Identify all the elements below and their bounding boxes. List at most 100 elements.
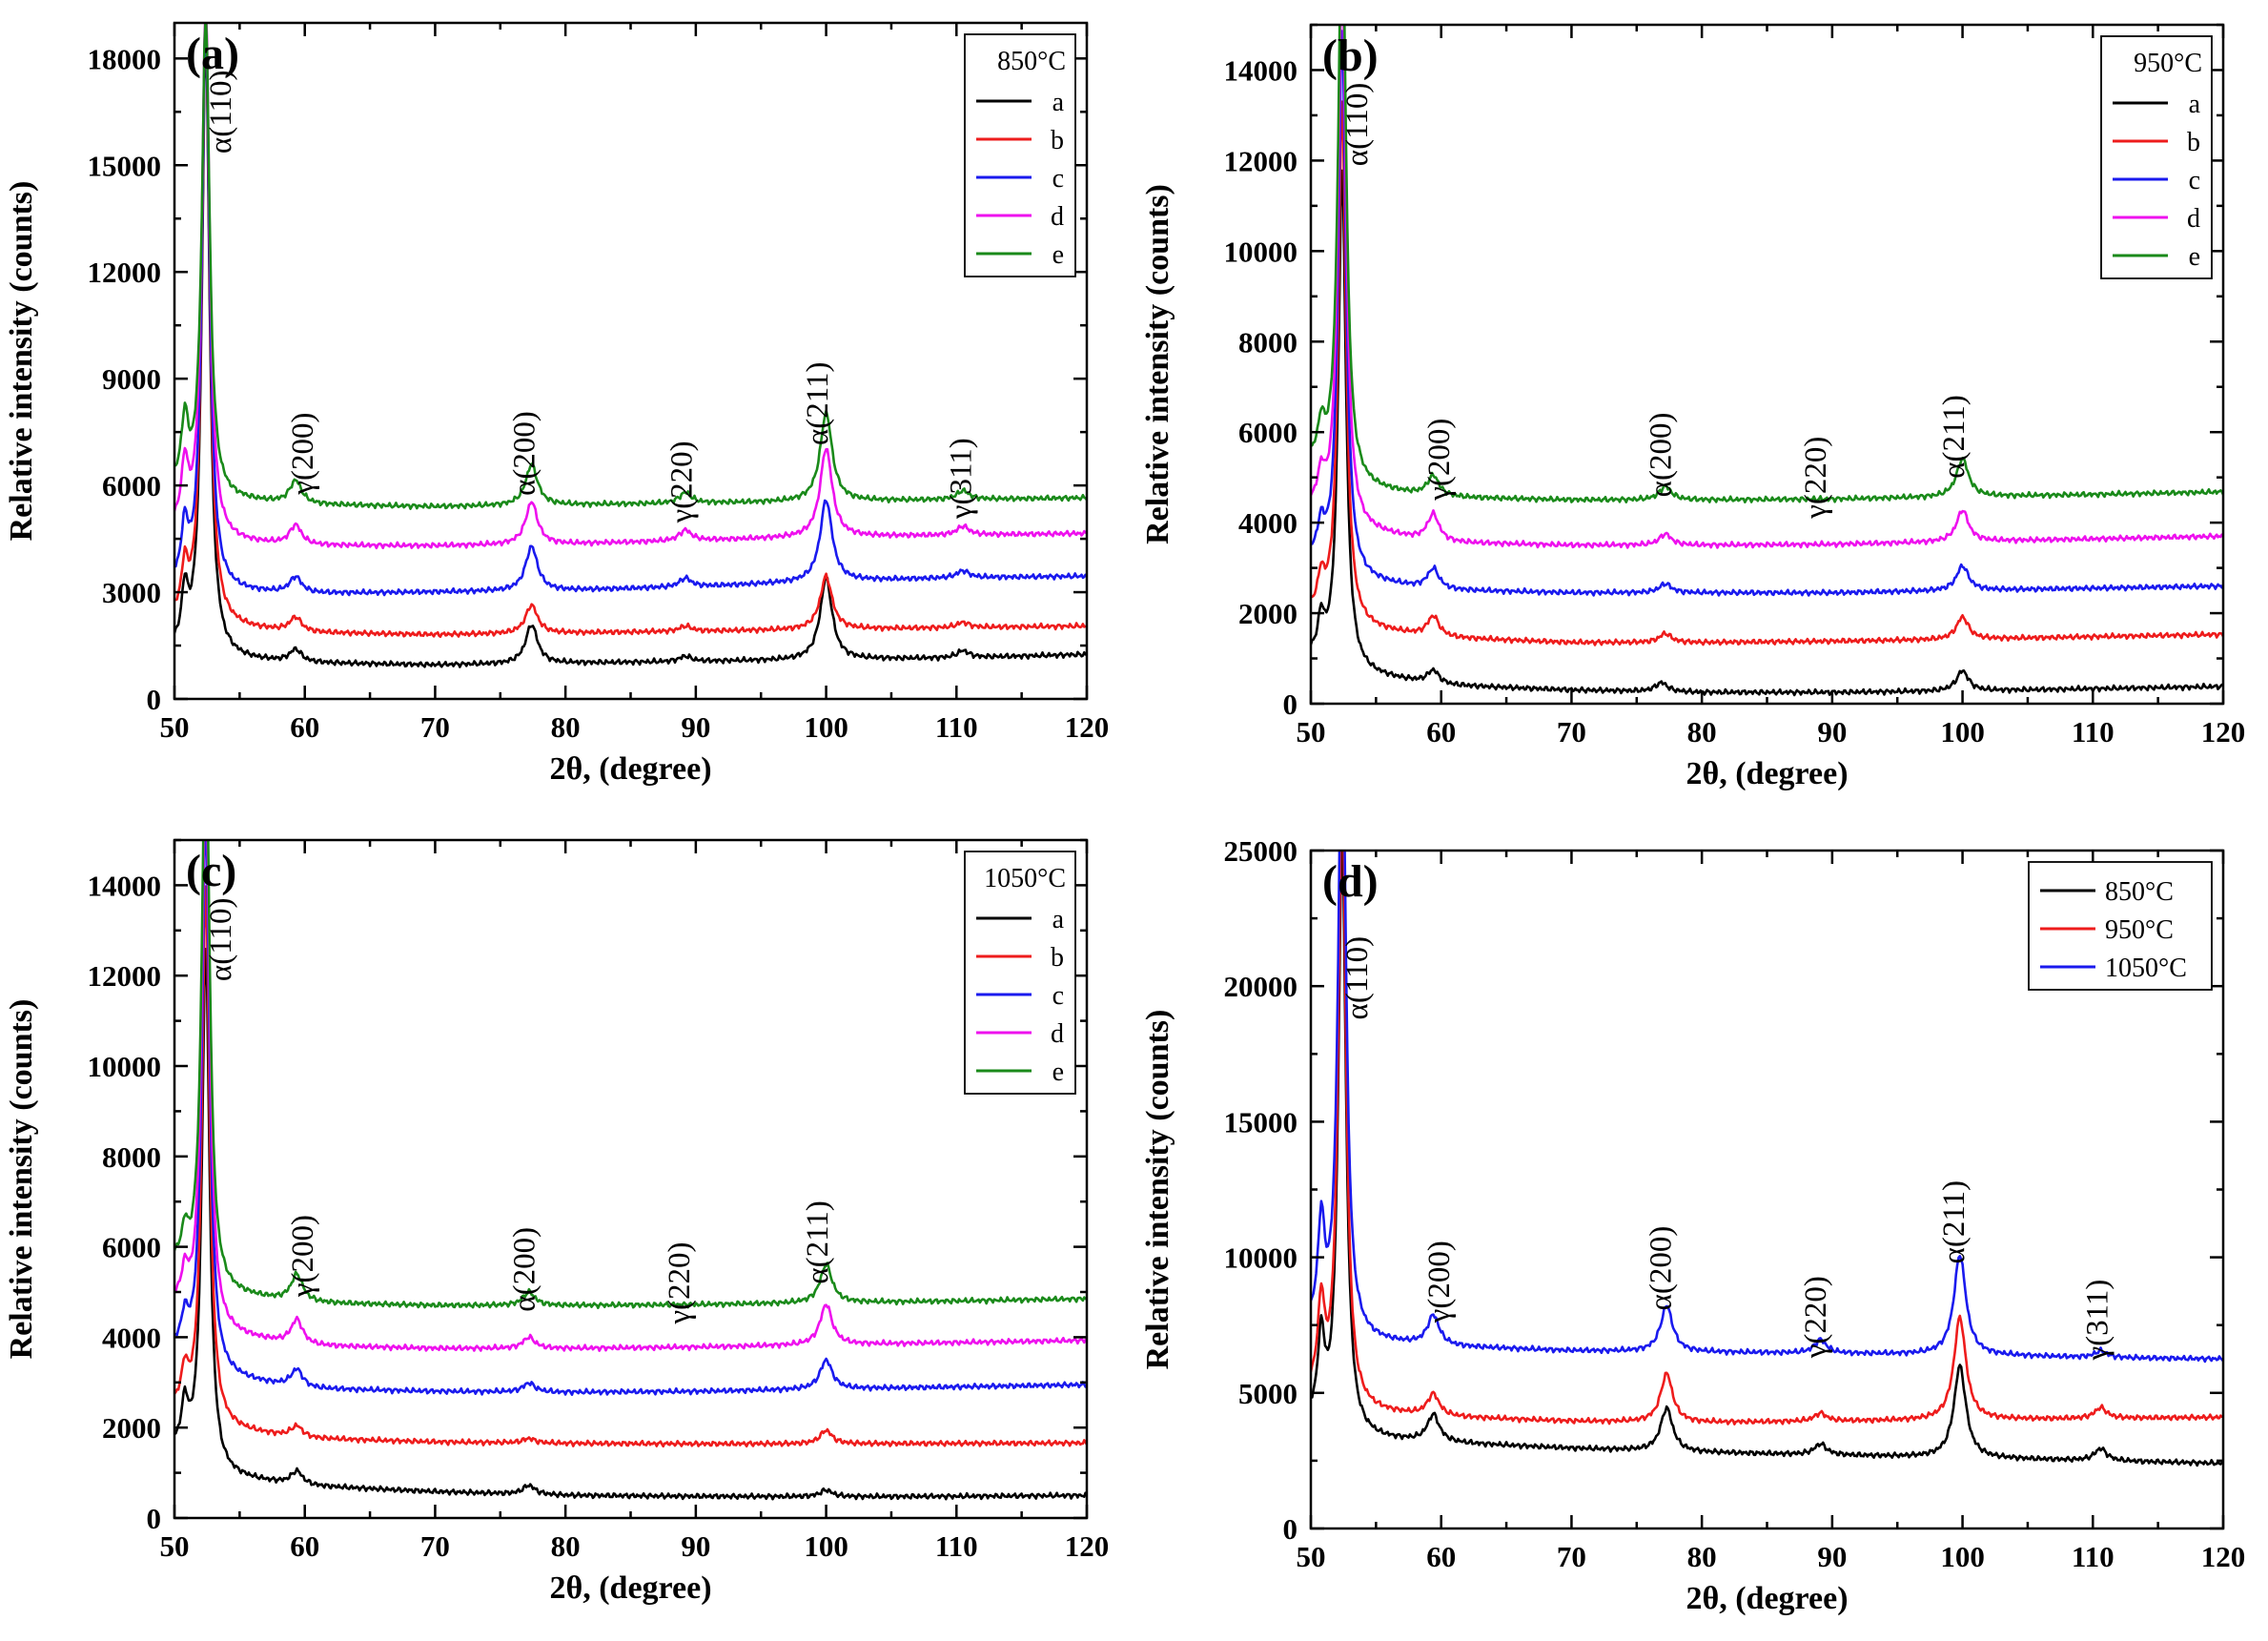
y-tick-label: 9000	[102, 362, 161, 396]
x-tick-label: 100	[1940, 1540, 1985, 1573]
peak-label: α(200)	[1644, 413, 1678, 498]
x-tick-label: 110	[935, 1529, 978, 1563]
y-axis-title: Relative intensity (counts)	[4, 999, 39, 1360]
panel-label: (d)	[1322, 856, 1379, 907]
panel-label: (c)	[186, 846, 236, 896]
x-tick-label: 50	[1297, 715, 1326, 749]
peak-label: α(211)	[801, 362, 835, 446]
x-axis-title: 2θ, (degree)	[1686, 756, 1848, 791]
x-tick-label: 90	[1817, 1540, 1847, 1573]
y-tick-label: 4000	[102, 1321, 161, 1354]
legend-title: 1050°C	[984, 864, 1066, 893]
y-tick-label: 10000	[88, 1050, 162, 1083]
chart-panels: 50 60 70 80 90 100 110 120030006000900012000150…	[4, 21, 2246, 1616]
y-tick-label: 2000	[102, 1411, 161, 1445]
peak-label: α(110)	[204, 898, 238, 982]
y-tick-label: 20000	[1224, 970, 1298, 1003]
x-tick-label: 70	[1557, 1540, 1586, 1573]
x-tick-label: 100	[1940, 715, 1985, 749]
y-axis-title: Relative intensity (counts)	[4, 181, 39, 542]
peak-label: α(200)	[507, 411, 541, 496]
legend-entry: a	[1052, 88, 1065, 117]
x-axis-title: 2θ, (degree)	[549, 1570, 711, 1606]
x-tick-label: 90	[681, 710, 710, 744]
legend-entry: a	[1052, 905, 1065, 934]
y-tick-label: 2000	[1238, 597, 1297, 630]
legend-entry: d	[2187, 204, 2200, 234]
legend-entry: b	[1051, 126, 1064, 155]
series-line-c-3	[174, 840, 1087, 1352]
series-group	[1311, 25, 2223, 697]
peak-label: α(200)	[507, 1227, 541, 1312]
x-tick-label: 60	[1426, 1540, 1456, 1573]
legend-entry: d	[1051, 1019, 1064, 1049]
y-tick-label: 6000	[102, 1231, 161, 1264]
legend-entry: e	[1052, 240, 1064, 270]
y-tick-label: 4000	[1238, 506, 1297, 540]
peak-label: α(211)	[1937, 395, 1972, 479]
series-line-d-0	[1311, 851, 2223, 1467]
peak-label: α(211)	[801, 1200, 835, 1284]
legend-title: 950°C	[2134, 49, 2202, 78]
x-axis-title: 2θ, (degree)	[549, 751, 711, 787]
series-line-a-4	[174, 23, 1087, 510]
y-tick-label: 0	[147, 1502, 162, 1535]
x-tick-label: 80	[551, 710, 581, 744]
x-tick-label: 70	[1557, 715, 1586, 749]
legend-title: 850°C	[997, 47, 1066, 76]
chart-panel-b: 50 60 70 80 90 100 110 120 0 2000 4000 6000 8000 1000…	[1140, 23, 2245, 791]
peak-label: α(110)	[204, 71, 238, 154]
peak-label: α(211)	[1937, 1180, 1972, 1264]
x-tick-label: 110	[2072, 715, 2115, 749]
panel-label: (b)	[1322, 31, 1379, 81]
series-line-b-4	[1311, 25, 2223, 503]
y-tick-label: 12000	[1224, 144, 1298, 177]
peak-label: α(110)	[1340, 936, 1375, 1020]
peak-label: γ(220)	[1799, 1276, 1833, 1359]
series-line-a-1	[174, 23, 1087, 639]
series-line-a-2	[174, 23, 1087, 597]
series-group	[1311, 851, 2223, 1467]
x-tick-label: 80	[1687, 1540, 1717, 1573]
x-tick-label: 90	[681, 1529, 710, 1563]
series-line-b-0	[1311, 169, 2223, 697]
x-tick-label: 100	[804, 710, 848, 744]
x-tick-label: 110	[935, 710, 978, 744]
x-tick-label: 110	[2072, 1540, 2115, 1573]
y-tick-label: 14000	[88, 869, 162, 902]
y-axis-title: Relative intensity (counts)	[1140, 184, 1175, 544]
legend-entry: c	[1052, 164, 1064, 194]
series-line-c-4	[174, 840, 1087, 1309]
legend: 850°C 950°C 1050°C	[2028, 861, 2213, 991]
series-line-c-2	[174, 840, 1087, 1396]
y-tick-label: 25000	[1224, 834, 1298, 868]
legend-box	[964, 851, 1076, 1095]
y-tick-label: 0	[1283, 687, 1298, 721]
series-line-c-0	[174, 948, 1087, 1501]
y-tick-label: 14000	[1224, 53, 1298, 87]
series-line-b-1	[1311, 100, 2223, 646]
peak-label: γ(200)	[286, 1215, 320, 1298]
y-tick-label: 0	[1283, 1512, 1298, 1546]
legend-entry: 1050°C	[2105, 954, 2187, 983]
series-line-a-3	[174, 23, 1087, 550]
y-tick-label: 3000	[102, 576, 161, 609]
legend-entry: c	[2189, 166, 2200, 195]
peak-label: γ(200)	[1422, 1241, 1457, 1323]
y-tick-label: 5000	[1238, 1377, 1297, 1410]
y-axis-title: Relative intensity (counts)	[1140, 1010, 1175, 1370]
x-tick-label: 120	[2201, 1540, 2246, 1573]
chart-panel-a: 50 60 70 80 90 100 110 120 0 3000 6000 9000 12000 150…	[4, 21, 1109, 787]
y-tick-label: 8000	[102, 1140, 161, 1174]
y-tick-label: 10000	[1224, 1241, 1298, 1275]
peak-label: α(110)	[1340, 83, 1375, 167]
plot-frame	[1309, 23, 2225, 706]
peak-label: α(200)	[1644, 1226, 1678, 1311]
plot-frame	[173, 838, 1089, 1520]
legend-entry: e	[2189, 242, 2200, 272]
series-line-d-1	[1311, 851, 2223, 1426]
